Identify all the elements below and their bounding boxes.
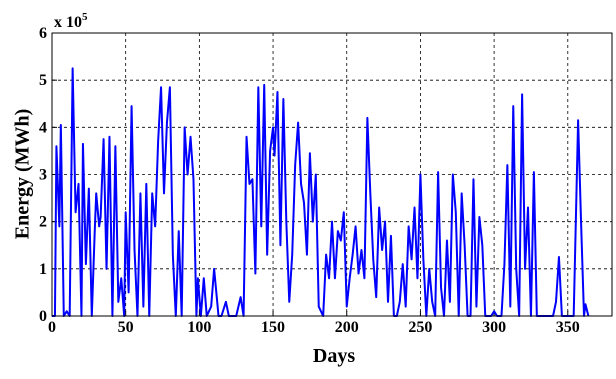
x-tick-label: 300 — [482, 319, 506, 336]
x-tick-label: 100 — [187, 319, 211, 336]
y-tick-label: 3 — [39, 167, 47, 184]
x-tick-label: 350 — [556, 319, 580, 336]
y-tick-label: 5 — [39, 72, 47, 89]
y-tick-label: 6 — [39, 25, 47, 42]
x-tick-label: 150 — [261, 319, 285, 336]
x-tick-label: 200 — [335, 319, 359, 336]
exponent-base: x 10 — [54, 14, 82, 31]
x-axis-label: Days — [313, 345, 355, 367]
plot-area — [52, 33, 612, 316]
x-tick-label: 250 — [408, 319, 432, 336]
y-tick-label: 2 — [39, 214, 47, 231]
x-tick-label: 50 — [118, 319, 134, 336]
exponent: 5 — [82, 11, 88, 23]
y-tick-label: 0 — [39, 308, 47, 325]
y-tick-label: 4 — [39, 119, 47, 136]
axis-exponent: x 105 — [54, 11, 88, 31]
x-tick-label: 0 — [48, 319, 56, 336]
y-axis-label: Energy (MWh) — [12, 109, 34, 240]
axes-box — [51, 32, 613, 317]
y-tick-label: 1 — [39, 261, 47, 278]
data-line — [52, 67, 590, 317]
